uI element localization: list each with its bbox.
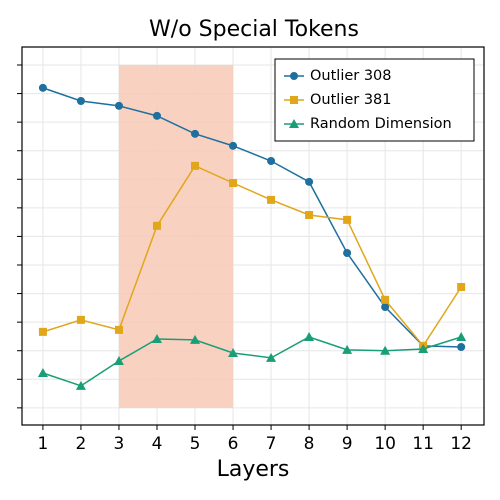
x-tick-label: 12 — [450, 434, 472, 454]
legend: Outlier 308 Outlier 381 Random Dimension — [274, 58, 475, 142]
marker — [75, 380, 86, 390]
series-line — [42, 87, 462, 348]
marker — [304, 332, 315, 341]
marker — [290, 72, 298, 80]
marker — [151, 334, 162, 343]
marker — [457, 343, 466, 351]
x-tick-label: 2 — [76, 434, 87, 454]
marker — [305, 177, 314, 186]
marker — [114, 325, 123, 334]
x-tick-label: 10 — [374, 434, 396, 454]
legend-label: Outlier 308 — [310, 68, 392, 84]
marker — [289, 119, 299, 128]
x-tick-label: 3 — [114, 434, 125, 454]
marker — [343, 249, 352, 257]
marker — [457, 283, 466, 291]
marker — [229, 179, 238, 187]
marker — [343, 215, 352, 224]
marker — [76, 97, 85, 105]
marker — [267, 157, 276, 165]
x-axis-label: Layers — [217, 457, 290, 482]
marker — [456, 332, 467, 341]
marker — [38, 83, 47, 92]
marker — [76, 315, 85, 324]
x-tick-label: 7 — [266, 434, 277, 454]
marker — [191, 161, 200, 170]
marker — [190, 334, 201, 344]
marker — [290, 96, 298, 104]
marker — [152, 221, 161, 230]
marker — [266, 352, 277, 362]
marker — [113, 356, 124, 365]
marker — [114, 101, 123, 110]
marker — [228, 348, 239, 357]
legend-label: Outlier 381 — [310, 92, 392, 108]
legend-box — [274, 58, 475, 142]
x-tick-label: 4 — [152, 434, 163, 454]
marker — [229, 141, 238, 150]
marker — [38, 327, 47, 336]
marker — [381, 303, 390, 311]
x-tick-label: 6 — [228, 434, 239, 454]
marker — [305, 211, 314, 219]
plot-frame — [21, 46, 485, 426]
x-tick-label: 1 — [37, 434, 48, 454]
marker — [380, 345, 391, 355]
marker — [381, 295, 390, 304]
marker — [418, 344, 429, 353]
x-tick-label: 5 — [190, 434, 201, 454]
highlight-region — [118, 65, 234, 408]
x-tick-label: 8 — [304, 434, 315, 454]
marker — [191, 129, 200, 138]
x-tick-label: 9 — [342, 434, 353, 454]
marker — [37, 368, 48, 377]
marker — [267, 195, 276, 204]
marker — [342, 344, 353, 354]
series-line — [42, 336, 462, 387]
marker — [152, 111, 161, 120]
series-line — [42, 164, 462, 348]
legend-label: Random Dimension — [310, 116, 452, 132]
x-tick-label: 11 — [412, 434, 434, 454]
chart-title: W/o Special Tokens — [149, 17, 359, 42]
